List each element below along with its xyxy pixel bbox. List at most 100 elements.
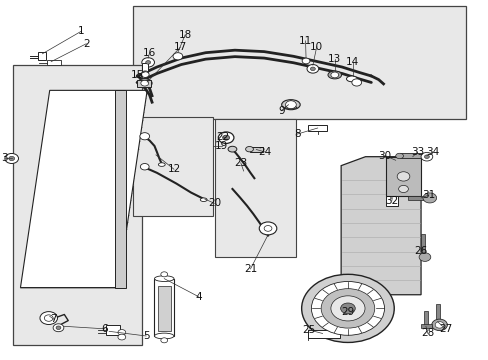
- Polygon shape: [341, 157, 420, 295]
- Bar: [142, 63, 148, 72]
- Circle shape: [118, 329, 125, 335]
- Text: 30: 30: [378, 150, 391, 161]
- Circle shape: [141, 72, 149, 77]
- Bar: [420, 234, 425, 257]
- Circle shape: [434, 321, 443, 328]
- Bar: [307, 125, 327, 131]
- Text: 20: 20: [207, 198, 221, 208]
- Bar: [105, 325, 120, 335]
- Bar: [385, 196, 397, 206]
- Circle shape: [306, 64, 318, 73]
- Bar: [132, 117, 213, 216]
- Text: 16: 16: [142, 48, 156, 58]
- Text: 5: 5: [142, 331, 149, 341]
- Circle shape: [351, 79, 361, 86]
- Circle shape: [141, 80, 148, 86]
- Text: 3: 3: [1, 153, 8, 163]
- Bar: [435, 304, 439, 323]
- Circle shape: [259, 222, 276, 235]
- Circle shape: [431, 319, 447, 330]
- Text: 34: 34: [425, 147, 439, 157]
- Circle shape: [140, 133, 149, 140]
- Bar: [158, 286, 170, 330]
- Text: 7: 7: [50, 314, 57, 324]
- Circle shape: [302, 58, 309, 64]
- Text: 10: 10: [309, 42, 323, 51]
- Polygon shape: [284, 100, 297, 108]
- Circle shape: [218, 132, 233, 143]
- Text: 25: 25: [302, 325, 315, 335]
- Ellipse shape: [142, 71, 148, 74]
- Text: 15: 15: [130, 70, 144, 80]
- Circle shape: [310, 67, 315, 71]
- Bar: [249, 147, 263, 152]
- Bar: [137, 80, 151, 87]
- Ellipse shape: [395, 153, 403, 159]
- Ellipse shape: [346, 76, 356, 82]
- Ellipse shape: [137, 79, 152, 87]
- Text: 8: 8: [293, 129, 300, 139]
- Circle shape: [40, 312, 58, 324]
- Text: 6: 6: [101, 324, 108, 334]
- Text: 28: 28: [420, 328, 434, 338]
- Circle shape: [44, 315, 53, 321]
- Text: 11: 11: [298, 36, 311, 46]
- Circle shape: [398, 185, 407, 193]
- Text: 2: 2: [83, 39, 89, 49]
- Text: 19: 19: [215, 141, 228, 151]
- Text: 24: 24: [258, 147, 271, 157]
- Circle shape: [222, 135, 229, 140]
- Circle shape: [340, 303, 355, 314]
- Circle shape: [285, 101, 296, 109]
- Circle shape: [140, 163, 149, 170]
- Text: 33: 33: [410, 147, 424, 157]
- Circle shape: [9, 156, 15, 161]
- Bar: [115, 90, 126, 288]
- Circle shape: [53, 324, 64, 332]
- Ellipse shape: [158, 163, 165, 166]
- Text: 17: 17: [173, 42, 186, 52]
- Text: 27: 27: [438, 324, 451, 334]
- Circle shape: [5, 153, 19, 163]
- Bar: [47, 60, 61, 65]
- Ellipse shape: [327, 71, 341, 79]
- Text: 29: 29: [341, 307, 354, 317]
- Text: 13: 13: [327, 54, 341, 64]
- Circle shape: [173, 53, 183, 60]
- Bar: [132, 6, 466, 119]
- Bar: [407, 196, 428, 200]
- Circle shape: [330, 296, 364, 321]
- Text: 21: 21: [244, 264, 257, 274]
- Circle shape: [420, 152, 432, 161]
- Bar: [13, 65, 142, 345]
- Circle shape: [301, 274, 393, 342]
- Text: 32: 32: [385, 196, 398, 206]
- Circle shape: [142, 58, 154, 67]
- Text: 23: 23: [234, 158, 247, 168]
- Circle shape: [161, 272, 167, 277]
- Circle shape: [161, 338, 167, 343]
- Text: 4: 4: [195, 292, 201, 302]
- Polygon shape: [20, 90, 147, 288]
- Circle shape: [330, 72, 338, 78]
- Circle shape: [424, 155, 428, 158]
- Circle shape: [396, 172, 409, 181]
- Text: 26: 26: [414, 246, 427, 256]
- Ellipse shape: [245, 147, 253, 152]
- Text: 31: 31: [421, 190, 435, 200]
- Text: 12: 12: [167, 164, 180, 174]
- Bar: [420, 324, 431, 328]
- Circle shape: [264, 226, 271, 231]
- Circle shape: [311, 282, 384, 335]
- Bar: [215, 119, 295, 257]
- Ellipse shape: [227, 146, 236, 152]
- Bar: [307, 330, 339, 338]
- Ellipse shape: [154, 276, 174, 282]
- Circle shape: [145, 60, 150, 64]
- Ellipse shape: [200, 198, 207, 202]
- Text: 14: 14: [346, 57, 359, 67]
- Circle shape: [118, 334, 125, 340]
- Circle shape: [321, 289, 374, 328]
- Circle shape: [418, 253, 430, 261]
- Bar: [399, 153, 421, 158]
